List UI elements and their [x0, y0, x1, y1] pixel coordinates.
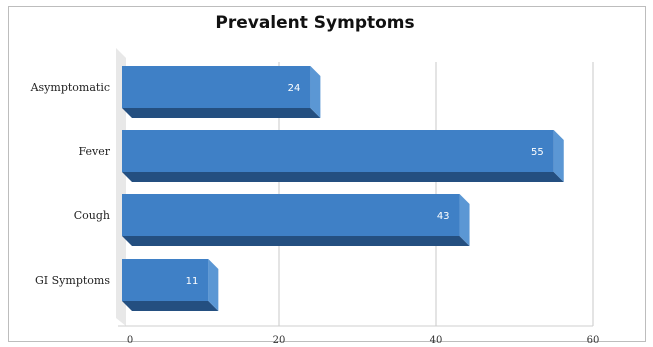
bar-side-face — [310, 66, 321, 118]
chart-title: Prevalent Symptoms — [215, 13, 414, 33]
bar-group: 24 — [122, 66, 321, 118]
bar-bottom-face — [122, 172, 564, 182]
plot-area: 0 20 40 60 24 Asymptomatic 55 Fever 43 Cough 11 GI … — [30, 48, 600, 346]
bar-bottom-face — [122, 301, 219, 311]
data-label: 24 — [288, 83, 301, 94]
category-label: Cough — [74, 209, 110, 222]
bar — [122, 130, 554, 172]
x-tick-label: 60 — [587, 335, 600, 346]
bar-bottom-face — [122, 236, 470, 246]
data-label: 43 — [437, 211, 450, 222]
x-tick-label: 40 — [430, 335, 443, 346]
data-label: 55 — [531, 147, 544, 158]
bar — [122, 66, 311, 108]
category-label: Asymptomatic — [30, 81, 110, 94]
bar-side-face — [553, 130, 564, 182]
bar — [122, 194, 460, 236]
category-label: GI Symptoms — [35, 274, 110, 287]
x-tick-label: 0 — [127, 335, 133, 346]
category-label: Fever — [78, 145, 110, 158]
bar-side-face — [459, 194, 470, 246]
bar — [122, 259, 209, 301]
bar-group: 43 — [122, 194, 470, 246]
data-label: 11 — [186, 276, 199, 287]
bar-bottom-face — [122, 108, 321, 118]
x-tick-label: 20 — [273, 335, 286, 346]
depth-wall — [116, 48, 126, 326]
bar-group: 11 — [122, 259, 219, 311]
bar-group: 55 — [122, 130, 564, 182]
bar-side-face — [208, 259, 219, 311]
